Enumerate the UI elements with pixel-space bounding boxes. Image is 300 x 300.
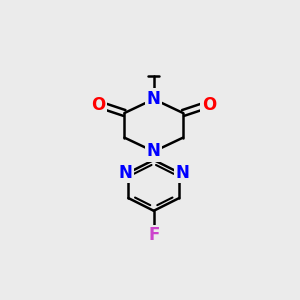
Text: N: N — [147, 90, 161, 108]
Text: N: N — [175, 164, 189, 182]
Text: N: N — [147, 142, 161, 160]
Text: O: O — [202, 96, 216, 114]
Text: N: N — [118, 164, 132, 182]
Text: O: O — [91, 96, 105, 114]
Text: F: F — [148, 226, 159, 244]
